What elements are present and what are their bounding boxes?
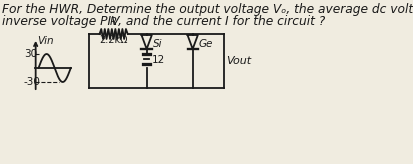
Text: For the HWR, Determine the output voltage Vₒ, the average dc voltage Vₐₑ ,peak: For the HWR, Determine the output voltag… [2,3,413,16]
Text: Vin: Vin [37,36,54,46]
Text: Vout: Vout [226,56,251,66]
Text: -30: -30 [23,77,40,87]
Text: 30: 30 [24,49,37,59]
Text: 2.2kΩ: 2.2kΩ [99,35,128,45]
Text: 12: 12 [152,55,165,65]
Text: Ge: Ge [199,39,213,49]
Text: inverse voltage PIV, and the current I for the circuit ?: inverse voltage PIV, and the current I f… [2,15,325,28]
Text: R: R [110,17,117,27]
Text: Si: Si [153,39,162,49]
